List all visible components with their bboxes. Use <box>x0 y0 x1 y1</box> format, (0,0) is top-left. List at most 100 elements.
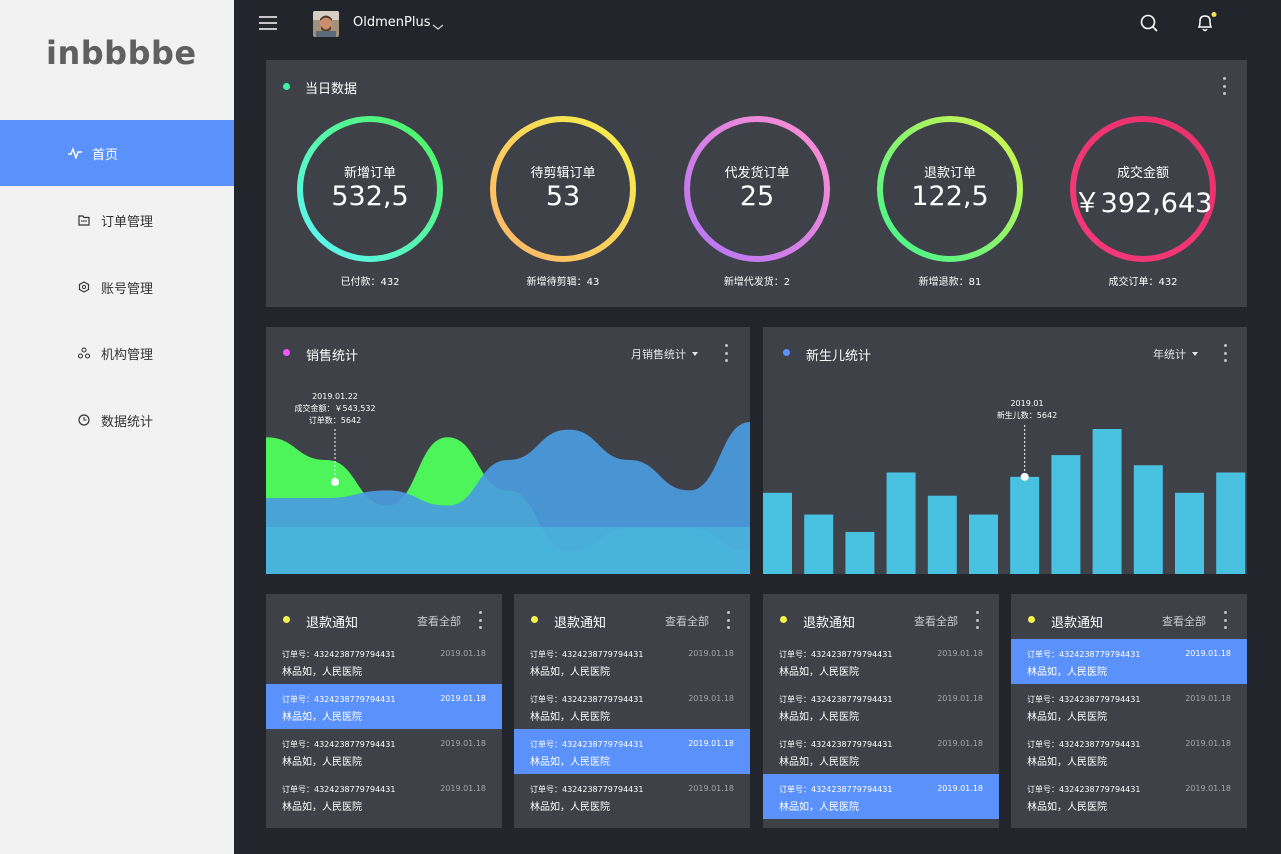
gauge-label: 退款订单 <box>923 166 976 181</box>
more-icon[interactable] <box>1223 344 1227 362</box>
births-select-label: 年统计 <box>1153 348 1186 361</box>
sales-dot <box>283 349 290 356</box>
bar-9[interactable] <box>1092 429 1122 574</box>
list-item[interactable]: 订单号：4324238779794431 2019.01.18 林品如，人民医院 <box>763 729 999 774</box>
gauge-2: 待剪辑订单 53 <box>489 115 637 263</box>
daily-title: 当日数据 <box>305 82 358 97</box>
order-number: 订单号：4324238779794431 <box>530 695 644 704</box>
sales-chart-card: 销售统计 月销售统计 2019.01.22 成交金额：￥543,532 订单数：… <box>266 327 750 574</box>
more-icon[interactable] <box>726 611 730 629</box>
notice-date: 2019.01.18 <box>688 784 734 793</box>
list-item[interactable]: 订单号：4324238779794431 2019.01.18 林品如，人民医院 <box>763 684 999 729</box>
births-title: 新生儿统计 <box>806 349 872 364</box>
menu-icon[interactable] <box>259 14 277 32</box>
list-item[interactable]: 订单号：4324238779794431 2019.01.18 林品如，人民医院 <box>514 684 750 729</box>
list-item[interactable]: 订单号：4324238779794431 2019.01.18 林品如，人民医院 <box>266 774 502 819</box>
avatar[interactable] <box>313 11 339 37</box>
list-item[interactable]: 订单号：4324238779794431 2019.01.18 林品如，人民医院 <box>763 774 999 819</box>
gauge-sub: 成交订单：432 <box>1108 277 1178 288</box>
notice-dot <box>531 616 538 623</box>
bar-10[interactable] <box>1133 465 1163 574</box>
list-item[interactable]: 订单号：4324238779794431 2019.01.18 林品如，人民医院 <box>1011 729 1247 774</box>
data-point-marker[interactable] <box>1020 472 1029 481</box>
view-all-link[interactable]: 查看全部 <box>914 615 958 628</box>
bar-3[interactable] <box>845 531 875 574</box>
order-number: 订单号：4324238779794431 <box>779 740 893 749</box>
list-item[interactable]: 订单号：4324238779794431 2019.01.18 林品如，人民医院 <box>266 639 502 684</box>
organization-icon <box>77 346 91 360</box>
list-item[interactable]: 订单号：4324238779794431 2019.01.18 林品如，人民医院 <box>514 729 750 774</box>
list-item[interactable]: 订单号：4324238779794431 2019.01.18 林品如，人民医院 <box>266 684 502 729</box>
more-icon[interactable] <box>975 611 979 629</box>
sidebar-item-label: 机构管理 <box>101 347 154 363</box>
list-item[interactable]: 订单号：4324238779794431 2019.01.18 林品如，人民医院 <box>1011 639 1247 684</box>
view-all-link[interactable]: 查看全部 <box>1162 615 1206 628</box>
search-icon[interactable] <box>1140 14 1158 32</box>
notice-title: 退款通知 <box>306 616 359 631</box>
sidebar-item-statistics[interactable]: 数据统计 <box>0 387 234 453</box>
bar-2[interactable] <box>804 514 834 574</box>
bar-8[interactable] <box>1051 455 1081 574</box>
bar-5[interactable] <box>927 495 957 574</box>
more-icon[interactable] <box>1222 77 1226 95</box>
notice-name: 林品如，人民医院 <box>282 667 362 678</box>
notice-name: 林品如，人民医院 <box>1027 757 1107 768</box>
sidebar-item-orders[interactable]: 订单管理 <box>0 187 234 253</box>
bar-12[interactable] <box>1216 472 1246 575</box>
bar-4[interactable] <box>886 472 916 575</box>
order-number: 订单号：4324238779794431 <box>779 695 893 704</box>
gauge-sub: 已付款：432 <box>340 277 400 288</box>
list-item[interactable]: 订单号：4324238779794431 2019.01.18 林品如，人民医院 <box>763 639 999 684</box>
births-period-select[interactable]: 年统计 <box>1153 346 1198 362</box>
bar-7[interactable] <box>1010 476 1040 574</box>
more-icon[interactable] <box>724 344 728 362</box>
notice-name: 林品如，人民医院 <box>1027 667 1107 678</box>
list-item[interactable]: 订单号：4324238779794431 2019.01.18 林品如，人民医院 <box>1011 684 1247 729</box>
notice-date: 2019.01.18 <box>937 649 983 658</box>
sidebar-item-label: 数据统计 <box>101 414 154 430</box>
gauge-5: 成交金额 ￥392,643 <box>1069 115 1217 263</box>
gauge-ring <box>877 116 1023 262</box>
gauge-label: 新增订单 <box>343 166 396 181</box>
view-all-link[interactable]: 查看全部 <box>665 615 709 628</box>
sales-period-select[interactable]: 月销售统计 <box>631 346 698 362</box>
gauge-sub: 新增退款：81 <box>918 277 982 288</box>
list-item[interactable]: 订单号：4324238779794431 2019.01.18 林品如，人民医院 <box>266 729 502 774</box>
order-number: 订单号：4324238779794431 <box>282 740 396 749</box>
list-item[interactable]: 订单号：4324238779794431 2019.01.18 林品如，人民医院 <box>514 639 750 684</box>
sidebar: inbbbbe 首页 订单管理 账号管理 机构管理 数据统计 <box>0 0 234 854</box>
chevron-down-icon[interactable] <box>432 17 444 30</box>
order-number: 订单号：4324238779794431 <box>530 785 644 794</box>
more-icon[interactable] <box>478 611 482 629</box>
view-all-link[interactable]: 查看全部 <box>417 615 461 628</box>
gauge-ring <box>1070 116 1216 262</box>
bar-6[interactable] <box>969 514 998 574</box>
order-number: 订单号：4324238779794431 <box>1027 695 1141 704</box>
list-item[interactable]: 订单号：4324238779794431 2019.01.18 林品如，人民医院 <box>514 774 750 819</box>
notice-dot <box>780 616 787 623</box>
sidebar-item-organization[interactable]: 机构管理 <box>0 320 234 386</box>
tooltip-amount: 成交金额：￥543,532 <box>294 404 376 413</box>
notice-title: 退款通知 <box>1051 616 1104 631</box>
username[interactable]: OldmenPlus <box>353 15 431 30</box>
sidebar-item-home[interactable]: 首页 <box>0 120 234 186</box>
data-point-marker[interactable] <box>331 478 339 486</box>
refund-notice-card: 退款通知 查看全部 订单号：4324238779794431 2019.01.18 林品… <box>763 594 999 828</box>
more-icon[interactable] <box>1223 611 1227 629</box>
notice-dot <box>1028 616 1035 623</box>
list-item[interactable]: 订单号：4324238779794431 2019.01.18 林品如，人民医院 <box>1011 774 1247 819</box>
bar-1[interactable] <box>763 492 792 574</box>
bar-11[interactable] <box>1175 492 1204 574</box>
tooltip-date: 2019.01.22 <box>312 392 358 401</box>
notice-date: 2019.01.18 <box>440 694 486 703</box>
gauge-ring <box>684 116 830 262</box>
bell-icon[interactable] <box>1195 12 1217 34</box>
gauge-sub: 新增代发货：2 <box>723 277 791 288</box>
notice-name: 林品如，人民医院 <box>1027 712 1107 723</box>
births-dot <box>783 349 790 356</box>
notice-name: 林品如，人民医院 <box>779 712 859 723</box>
notice-date: 2019.01.18 <box>1185 649 1231 658</box>
notice-name: 林品如，人民医院 <box>1027 802 1107 813</box>
gauge-value: 532,5 <box>331 181 409 212</box>
sidebar-item-accounts[interactable]: 账号管理 <box>0 254 234 320</box>
